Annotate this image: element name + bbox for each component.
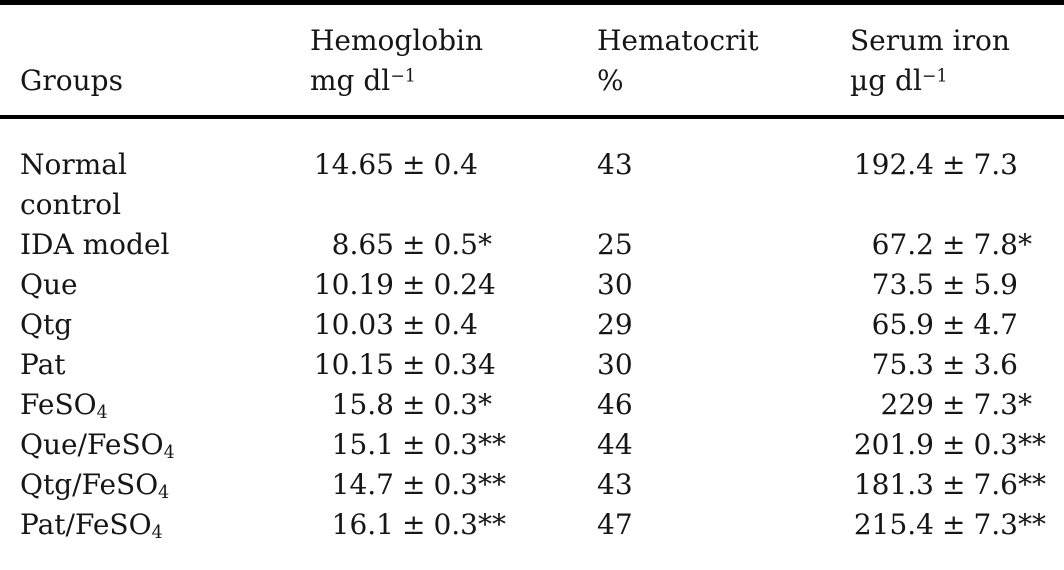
plus-minus-sign: ± [942, 308, 966, 341]
plus-minus-sign: ± [402, 428, 426, 461]
plus-minus-sign: ± [942, 148, 966, 181]
group-subscript: 4 [151, 522, 163, 543]
group-cell: Qtg [20, 308, 73, 341]
significance-mark: ** [478, 428, 506, 461]
serum-iron-cell: 215.4 ±7.3** [853, 508, 1046, 541]
group-cell-line2: control [20, 188, 122, 221]
column-header-label: Groups [20, 64, 123, 97]
serum-iron-cell: 65.9 ±4.7 [871, 308, 1018, 341]
group-cell: IDA model [20, 228, 170, 261]
table-row: Pat 10.15 ±0.34 30 75.3 ±3.6 [0, 345, 1064, 385]
plus-minus-sign: ± [402, 268, 426, 301]
significance-mark: * [1018, 228, 1032, 261]
hemoglobin-cell: 10.03 ±0.4 [313, 308, 478, 341]
hematocrit-cell: 44 [597, 428, 633, 461]
table-row: Pat/FeSO4 16.1 ±0.3** 47 215.4 ±7.3** [0, 505, 1064, 545]
table-row: Qtg 10.03 ±0.4 29 65.9 ±4.7 [0, 305, 1064, 345]
hematocrit-cell: 30 [597, 268, 633, 301]
group-subscript: 4 [96, 402, 108, 423]
hemoglobin-cell: 10.15 ±0.34 [313, 348, 496, 381]
column-header-hematocrit: Hematocrit % [597, 21, 850, 101]
hemoglobin-cell: 8.65 ±0.5* [331, 228, 492, 261]
plus-minus-sign: ± [942, 468, 966, 501]
hematocrit-cell: 25 [597, 228, 633, 261]
header-divider-rule [0, 115, 1064, 119]
hematocrit-cell: 30 [597, 348, 633, 381]
plus-minus-sign: ± [942, 428, 966, 461]
group-cell: Que [20, 268, 78, 301]
column-header-label: Serum iron [850, 24, 1010, 57]
significance-mark: ** [1018, 508, 1046, 541]
plus-minus-sign: ± [402, 388, 426, 421]
column-header-serum-iron: Serum iron µg dl−1 [850, 21, 1064, 101]
column-header-hemoglobin: Hemoglobin mg dl−1 [310, 21, 597, 101]
serum-iron-cell: 181.3 ±7.6** [853, 468, 1046, 501]
plus-minus-sign: ± [402, 508, 426, 541]
column-header-unit: % [597, 64, 624, 97]
table-body: Normal control 14.65 ±0.4 43 192.4 ±7.3 ID… [0, 145, 1064, 545]
hemoglobin-cell: 16.1 ±0.3** [331, 508, 506, 541]
table-row: Qtg/FeSO4 14.7 ±0.3** 43 181.3 ±7.6** [0, 465, 1064, 505]
hematocrit-cell: 43 [597, 468, 633, 501]
column-header-groups: Groups [20, 61, 310, 101]
plus-minus-sign: ± [402, 148, 426, 181]
plus-minus-sign: ± [942, 388, 966, 421]
unit-exponent: −1 [921, 66, 948, 87]
plus-minus-sign: ± [942, 228, 966, 261]
serum-iron-cell: 75.3 ±3.6 [871, 348, 1018, 381]
group-cell: Que/FeSO4 [20, 428, 175, 463]
plus-minus-sign: ± [942, 268, 966, 301]
unit-exponent: −1 [390, 66, 416, 87]
hematocrit-cell: 43 [597, 148, 633, 181]
group-cell: Pat [20, 348, 66, 381]
plus-minus-sign: ± [402, 348, 426, 381]
group-cell: FeSO4 [20, 388, 108, 423]
hematocrit-cell: 46 [597, 388, 633, 421]
plus-minus-sign: ± [402, 308, 426, 341]
serum-iron-cell: 201.9 ±0.3** [853, 428, 1046, 461]
column-header-label: Hemoglobin [310, 24, 484, 57]
table-row: Que 10.19 ±0.24 30 73.5 ±5.9 [0, 265, 1064, 305]
table-header-row: Groups Hemoglobin mg dl−1 Hematocrit % S… [0, 21, 1064, 101]
serum-iron-cell: 229 ±7.3* [880, 388, 1032, 421]
plus-minus-sign: ± [402, 468, 426, 501]
significance-mark: * [478, 388, 492, 421]
significance-mark: ** [478, 508, 506, 541]
hemoglobin-cell: 15.8 ±0.3* [331, 388, 492, 421]
table-row: FeSO4 15.8 ±0.3* 46 229 ±7.3* [0, 385, 1064, 425]
column-header-unit: µg dl−1 [850, 64, 948, 97]
plus-minus-sign: ± [942, 348, 966, 381]
table-row: Normal control 14.65 ±0.4 43 192.4 ±7.3 [0, 145, 1064, 225]
significance-mark: * [1018, 388, 1032, 421]
table-row: IDA model 8.65 ±0.5* 25 67.2 ±7.8* [0, 225, 1064, 265]
group-cell: Qtg/FeSO4 [20, 468, 170, 503]
group-cell: Pat/FeSO4 [20, 508, 163, 543]
serum-iron-cell: 192.4 ±7.3 [853, 148, 1018, 181]
significance-mark: ** [1018, 428, 1046, 461]
hemoglobin-cell: 10.19 ±0.24 [313, 268, 496, 301]
hemoglobin-cell: 14.7 ±0.3** [331, 468, 506, 501]
hematocrit-cell: 29 [597, 308, 633, 341]
hemoglobin-cell: 14.65 ±0.4 [313, 148, 478, 181]
hemoglobin-cell: 15.1 ±0.3** [331, 428, 506, 461]
significance-mark: ** [478, 468, 506, 501]
significance-mark: ** [1018, 468, 1046, 501]
hematocrit-cell: 47 [597, 508, 633, 541]
serum-iron-cell: 73.5 ±5.9 [871, 268, 1018, 301]
table-top-rule [0, 0, 1064, 5]
serum-iron-cell: 67.2 ±7.8* [871, 228, 1032, 261]
group-cell: Normal control [20, 145, 310, 225]
group-subscript: 4 [158, 482, 170, 503]
group-subscript: 4 [163, 442, 175, 463]
table-row: Que/FeSO4 15.1 ±0.3** 44 201.9 ±0.3** [0, 425, 1064, 465]
plus-minus-sign: ± [942, 508, 966, 541]
column-header-unit: mg dl−1 [310, 64, 416, 97]
plus-minus-sign: ± [402, 228, 426, 261]
significance-mark: * [478, 228, 492, 261]
column-header-label: Hematocrit [597, 24, 759, 57]
